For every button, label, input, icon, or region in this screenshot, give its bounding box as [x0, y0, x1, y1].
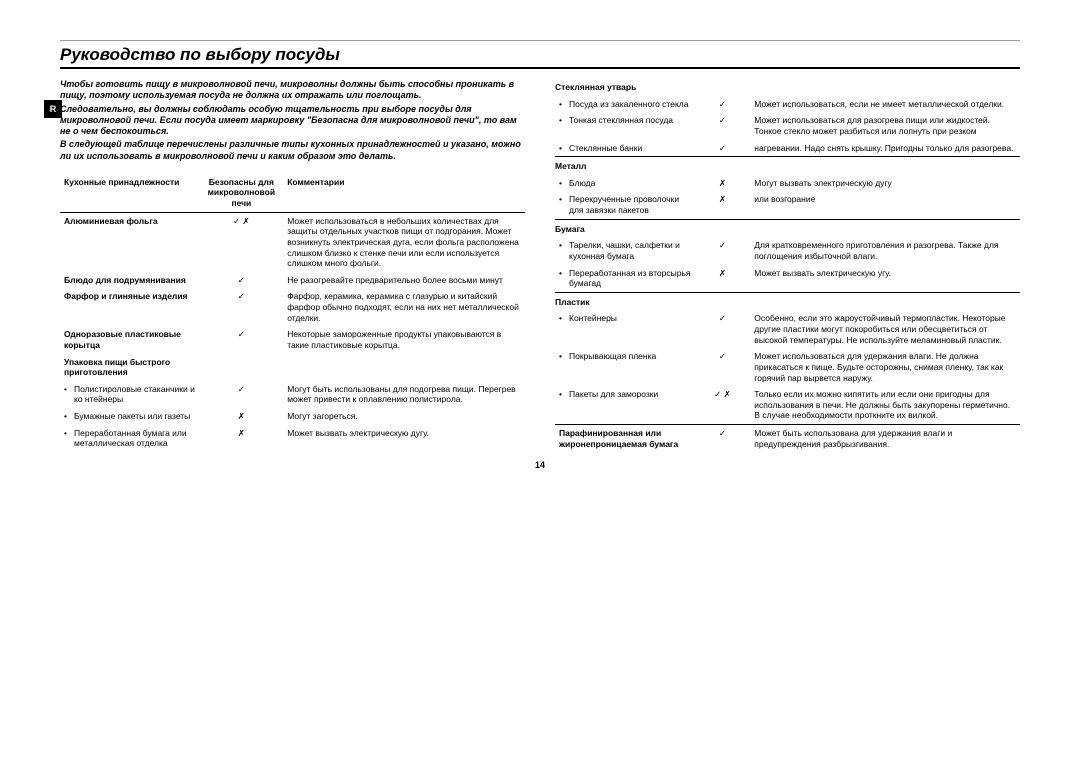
item-name: Бумажные пакеты или газеты — [60, 408, 200, 425]
item-comment: или возгорание — [750, 191, 1020, 219]
page-title: Руководство по выбору посуды — [60, 40, 1020, 69]
item-name: Полистироловые стаканчики и ко нтейнеры — [60, 381, 200, 408]
item-safe: ✗ — [695, 175, 751, 192]
item-name: Покрывающая пленка — [555, 348, 695, 386]
intro-p2: Следовательно, вы должны соблюдать особу… — [60, 104, 525, 138]
th-item: Кухонные принадлежности — [60, 174, 200, 212]
item-safe: ✓ — [695, 310, 751, 348]
item-comment: Может использоваться для разогрева пищи … — [750, 112, 1020, 139]
item-comment: Может использоваться в небольших количес… — [283, 212, 525, 272]
item-safe: ✓ — [200, 381, 284, 408]
item-name: Упаковка пищи быстрого приготовления — [60, 354, 200, 381]
item-comment: Может вызвать электрическую дугу. — [283, 425, 525, 452]
item-safe: ✓ — [695, 96, 751, 113]
item-name: Парафинированная или жиронепроницаемая б… — [555, 425, 695, 453]
item-name: Переработанная бумага или металлическая … — [60, 425, 200, 452]
intro-p3: В следующей таблице перечислены различны… — [60, 139, 525, 162]
item-comment: Для кратковременного приготовления и раз… — [750, 237, 1020, 264]
item-safe: ✓ — [695, 112, 751, 139]
item-comment — [283, 354, 525, 381]
item-name: Посуда из закаленного стекла — [555, 96, 695, 113]
group-heading: Металл — [555, 157, 1020, 175]
item-safe: ✗ — [695, 265, 751, 293]
item-safe: ✓ — [200, 272, 284, 289]
item-safe: ✗ — [695, 191, 751, 219]
item-name: Алюминиевая фольга — [60, 212, 200, 272]
th-comment: Комментарии — [283, 174, 525, 212]
group-heading: Пластик — [555, 292, 1020, 310]
group-heading: Бумага — [555, 219, 1020, 237]
group-heading: Стеклянная утварь — [555, 79, 1020, 96]
intro-text: Чтобы готовить пищу в микроволновой печи… — [60, 79, 525, 162]
item-safe: ✓ — [695, 140, 751, 157]
item-name: Блюда — [555, 175, 695, 192]
item-safe — [200, 354, 284, 381]
item-name: Тонкая стеклянная посуда — [555, 112, 695, 139]
item-name: Стеклянные банки — [555, 140, 695, 157]
item-name: Перекрученные проволочки для завязки пак… — [555, 191, 695, 219]
item-name: Тарелки, чашки, салфетки и кухонная бума… — [555, 237, 695, 264]
item-name: Переработанная из вторсырья бумагад — [555, 265, 695, 293]
item-name: Фарфор и глиняные изделия — [60, 288, 200, 326]
item-comment: Фарфор, керамика, керамика с глазурью и … — [283, 288, 525, 326]
item-safe: ✓ — [695, 348, 751, 386]
item-name: Пакеты для заморозки — [555, 386, 695, 424]
item-comment: Могут загореться. — [283, 408, 525, 425]
item-comment: Могут вызвать электрическую дугу — [750, 175, 1020, 192]
item-comment: Не разогревайте предварительно более вос… — [283, 272, 525, 289]
item-comment: Может вызвать электрическую угу. — [750, 265, 1020, 293]
item-safe: ✓ — [695, 237, 751, 264]
cookware-table-right: Стеклянная утварьПосуда из закаленного с… — [555, 79, 1020, 452]
item-comment: Только если их можно кипятить или если о… — [750, 386, 1020, 424]
item-name: Блюдо для подрумянивания — [60, 272, 200, 289]
item-comment: Может использоваться для удержания влаги… — [750, 348, 1020, 386]
item-name: Одноразовые пластиковые корытца — [60, 326, 200, 353]
item-safe: ✗ — [200, 425, 284, 452]
item-safe: ✓ — [695, 425, 751, 453]
item-comment: Некоторые замороженные продукты упаковыв… — [283, 326, 525, 353]
item-safe: ✓ — [200, 326, 284, 353]
item-safe: ✓ ✗ — [695, 386, 751, 424]
item-comment: Особенно, если это жароустойчивый термоп… — [750, 310, 1020, 348]
item-safe: ✗ — [200, 408, 284, 425]
item-comment: нагревании. Надо снять крышку. Пригодны … — [750, 140, 1020, 157]
th-safe: Безопасны для микроволновой печи — [200, 174, 284, 212]
item-comment: Может быть использована для удержания вл… — [750, 425, 1020, 453]
cookware-table-left: Кухонные принадлежности Безопасны для ми… — [60, 174, 525, 452]
item-comment: Может использоваться, если не имеет мета… — [750, 96, 1020, 113]
side-label: R — [44, 100, 62, 118]
item-name: Контейнеры — [555, 310, 695, 348]
item-comment: Могут быть использованы для подогрева пи… — [283, 381, 525, 408]
page-number: 14 — [60, 460, 1020, 470]
intro-p1: Чтобы готовить пищу в микроволновой печи… — [60, 79, 525, 102]
item-safe: ✓ — [200, 288, 284, 326]
item-safe: ✓ ✗ — [200, 212, 284, 272]
